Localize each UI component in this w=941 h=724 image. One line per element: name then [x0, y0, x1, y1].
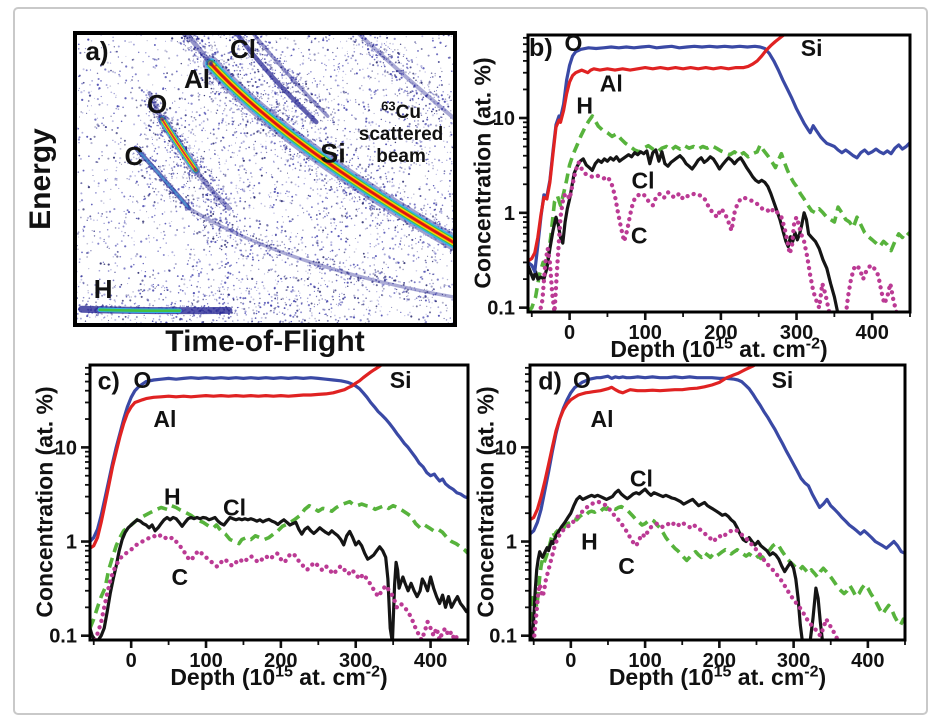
panel-b-series [528, 35, 910, 312]
label-si: Si [320, 138, 346, 168]
panel-b-label-o: O [564, 30, 582, 56]
panel-c-frame [88, 363, 470, 642]
panel-d-x-axis-title: Depth (1015 at. cm-2) [609, 663, 826, 690]
panel-c-label-al: Al [153, 406, 176, 432]
band-al-si-main [209, 62, 455, 245]
band-h-band-core [98, 308, 181, 313]
label-o: O [147, 89, 167, 119]
panel-d-curve-c [531, 499, 841, 640]
panel-c-letter: c) [98, 368, 120, 396]
panel-c-label-o: O [133, 367, 151, 393]
band-o-band [161, 118, 197, 172]
panel-c-curve-o [90, 376, 468, 543]
panel-d-curve-o [530, 374, 905, 555]
panel-d-curve-alsi [530, 365, 758, 522]
panel-a-x-axis-title: Time-of-Flight [165, 325, 365, 358]
band-cu-scattered-band [356, 33, 455, 122]
label-cu-scattered-beam-line2: beam [376, 146, 426, 167]
panel-c-curve-alsi [90, 365, 384, 550]
panel-d-label-al: Al [591, 406, 614, 432]
panel-b-curve-c [537, 160, 899, 312]
panel-d-curve-h [530, 504, 905, 627]
band-c-band [134, 146, 190, 210]
panel-d-label-h: H [581, 529, 598, 555]
label-cu-scattered-beam-line1: scattered [359, 124, 444, 145]
panel-b-label-al: Al [600, 71, 623, 97]
label-al: Al [184, 64, 210, 94]
panel-c-axes [81, 366, 469, 648]
panel-b-curve-o [528, 44, 910, 274]
panel-a-frame [73, 31, 457, 327]
band-c-tail [187, 206, 455, 300]
panel-c-label-c: C [172, 564, 189, 590]
panel-d-frame [528, 363, 907, 642]
panel-b-x-axis-title: Depth (1015 at. cm-2) [610, 335, 827, 362]
label-cl: Cl [230, 34, 256, 64]
band-cl-band-2 [251, 33, 330, 118]
panel-b-axes [519, 36, 911, 320]
panel-c-x-axis-title: Depth (1015 at. cm-2) [170, 663, 387, 690]
panel-c-series [90, 365, 468, 640]
panel-d-label-cl: Cl [630, 465, 653, 491]
panel-d-label-o: O [573, 367, 591, 393]
panel-a-y-axis-title: Energy [24, 128, 57, 230]
figure-border [13, 7, 928, 715]
band-cl-band-1 [234, 33, 319, 125]
panel-c-label-si: Si [390, 367, 412, 393]
panel-c-label-h: H [164, 484, 181, 510]
label-c: C [125, 141, 144, 171]
panel-d-y-axis-title: Concentration (at. %) [472, 386, 499, 618]
panel-d-curve-cl [530, 487, 824, 640]
band-o-tail-top [147, 90, 164, 122]
panel-b-y-axis-title: Concentration (at. %) [469, 57, 496, 289]
panel-b-label-h: H [576, 93, 593, 119]
panel-c-curve-h [90, 499, 468, 629]
panel-b-letter: b) [529, 34, 553, 62]
panel-b-frame [526, 33, 912, 314]
panel-d-letter: d) [538, 368, 562, 396]
panel-d-label-si: Si [772, 367, 794, 393]
label-cu-scattered-beam: 63Cu [381, 99, 421, 123]
panel-b-label-c: C [631, 222, 648, 248]
panel-d-series [530, 365, 905, 640]
panel-a-letter: a) [85, 36, 108, 66]
panel-c-y-axis-title: Concentration (at. %) [31, 386, 58, 618]
panel-b-curve-h [528, 114, 910, 312]
panel-b-curve-alsi [528, 35, 787, 263]
band-o-tail-bottom [193, 167, 232, 211]
panel-d-label-c: C [618, 553, 635, 579]
label-h: H [94, 274, 113, 304]
band-al-top-tail [183, 33, 214, 67]
panel-c-curve-c [93, 532, 460, 640]
panel-b-label-si: Si [801, 35, 823, 61]
panel-c-curve-cl [90, 515, 468, 640]
panel-c-label-cl: Cl [223, 494, 246, 520]
panel-a-map-content [75, 33, 455, 325]
panel-b-label-cl: Cl [631, 167, 654, 193]
